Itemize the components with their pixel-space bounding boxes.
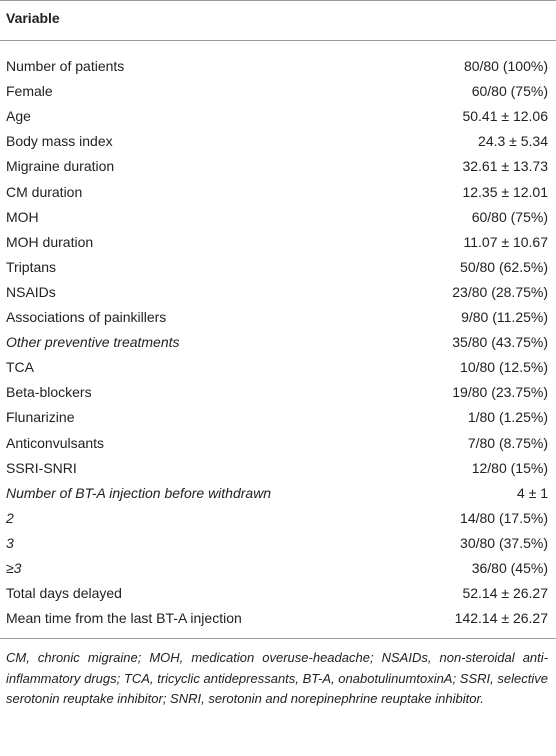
row-label: Number of patients [6,58,125,74]
row-label: Total days delayed [6,585,122,602]
row-label: 2 [6,509,14,526]
top-rule [0,0,556,1]
row-value: 1/80 (1.25%) [467,409,548,426]
row-value: 9/80 (11.25%) [461,309,548,325]
row-value: 36/80 (45%) [471,560,548,576]
row-label: Associations of painkillers [6,309,167,325]
row-value: 50.41 ± 12.06 [462,108,548,125]
row-value: 35/80 (43.75%) [452,334,548,351]
row-label: MOH duration [6,233,94,250]
row-label: Mean time from the last BT-A injection [6,610,242,627]
row-value: 52.14 ± 26.27 [462,585,548,602]
row-label: Number of BT-A injection before withdraw… [6,484,272,501]
row-label: 3 [6,534,14,551]
row-value: 11.07 ± 10.67 [463,233,549,250]
row-label: Body mass index [6,133,113,150]
row-value: 19/80 (23.75%) [452,384,548,401]
row-value: 30/80 (37.5%) [460,534,548,551]
bottom-rule [0,638,556,639]
row-value: 142.14 ± 26.27 [454,610,548,627]
row-label: Beta-blockers [6,384,92,401]
row-label: CM duration [6,183,83,200]
row-label: SSRI-SNRI [6,459,77,476]
footnote: CM, chronic migraine; MOH, medication ov… [6,650,548,706]
row-value: 80/80 (100%) [463,58,548,74]
row-label: MOH [6,208,39,225]
row-value: 60/80 (75%) [471,208,548,225]
row-label: Age [6,108,31,125]
row-label: Female [6,83,53,100]
row-label: TCA [6,359,34,376]
row-label: Migraine duration [6,158,115,175]
row-label: Triptans [6,258,57,275]
row-value: 23/80 (28.75%) [452,283,548,300]
row-value: 12/80 (15%) [471,459,548,476]
row-value: 50/80 (62.5%) [460,258,548,275]
row-value: 60/80 (75%) [471,83,548,100]
row-label: Flunarizine [6,409,75,426]
row-value: 12.35 ± 12.01 [462,183,548,200]
row-value: 7/80 (8.75%) [467,434,548,451]
row-value: 10/80 (12.5%) [460,359,548,376]
row-value: 24.3 ± 5.34 [478,133,548,150]
row-label: ≥3 [6,560,22,576]
column-header: Variable [6,10,60,26]
row-label: NSAIDs [6,283,56,300]
header-rule [0,40,556,41]
row-value: 4 ± 1 [516,484,548,501]
row-value: 14/80 (17.5%) [460,509,548,526]
row-label: Other preventive treatments [6,334,180,351]
row-value: 32.61 ± 13.73 [462,158,548,175]
row-label: Anticonvulsants [6,434,105,451]
